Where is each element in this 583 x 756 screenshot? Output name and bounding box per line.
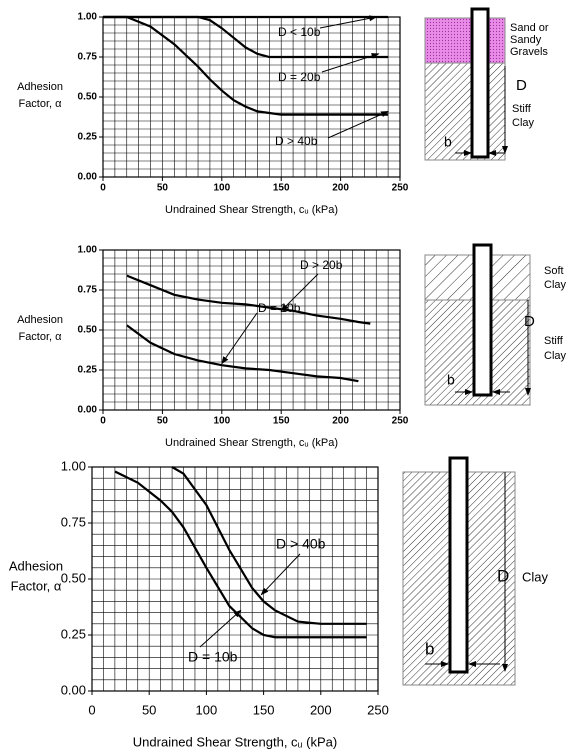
x-tick-label: 250 xyxy=(392,416,409,427)
x-axis-label: Undrained Shear Strength, cᵤ (kPa) xyxy=(133,734,337,749)
diagram: Sand or Sandy Gravels Stiff Clay D b xyxy=(424,7,549,161)
label-arrow xyxy=(280,273,319,312)
x-tick-label: 150 xyxy=(253,702,275,717)
label-arrow xyxy=(321,53,380,73)
y-axis-label: Factor, α xyxy=(11,578,62,593)
layer-label: Stiff xyxy=(544,335,564,347)
y-tick-label: 0.50 xyxy=(61,570,86,585)
y-tick-label: 0.75 xyxy=(78,285,98,296)
label-arrow xyxy=(199,609,242,648)
line xyxy=(114,470,367,639)
diagram: Soft Clay Stiff Clay D b xyxy=(424,243,567,406)
layer-label: Stiff xyxy=(512,103,532,115)
y-tick-label: 0.75 xyxy=(78,52,98,63)
x-tick-label: 150 xyxy=(273,416,290,427)
x-tick-label: 0 xyxy=(100,416,106,427)
x-tick-label: 50 xyxy=(157,183,169,194)
layer-label: Clay xyxy=(544,350,567,362)
pile xyxy=(470,7,490,159)
y-tick-label: 0.00 xyxy=(78,405,98,416)
y-tick-label: 0.50 xyxy=(78,325,98,336)
layer-label: Soft xyxy=(544,265,564,277)
y-tick-label: 0.00 xyxy=(61,682,86,697)
y-axis-label: Adhesion xyxy=(17,314,63,326)
layer-label: Clay xyxy=(512,117,535,129)
clay-layer xyxy=(424,62,506,161)
x-tick-label: 250 xyxy=(392,183,409,194)
chart: 0 50 100 150 200 250 0.00 0.25 0.50 0.75 1.00 Undra… xyxy=(17,12,409,216)
line xyxy=(103,15,389,116)
dimension-label: b xyxy=(447,372,455,388)
dimension-label: b xyxy=(425,639,434,658)
y-tick-label: 0.25 xyxy=(61,626,86,641)
dimension-label: b xyxy=(444,134,452,150)
series-label: D = 20b xyxy=(278,70,321,84)
x-tick-label: 200 xyxy=(332,416,349,427)
y-axis-label: Factor, α xyxy=(18,98,62,110)
x-tick-label: 250 xyxy=(367,702,389,717)
x-tick-label: 0 xyxy=(88,702,95,717)
y-tick-label: 0.75 xyxy=(61,514,86,529)
dimension-label: D xyxy=(516,77,527,94)
series-label: D > 40b xyxy=(275,134,318,148)
pile xyxy=(448,456,469,674)
label-arrow xyxy=(221,312,258,365)
y-axis-label: Adhesion xyxy=(9,558,63,573)
y-tick-label: 0.00 xyxy=(78,172,98,183)
chart: 0 50 100 150 200 250 0.00 0.25 0.50 0.75 1.00 Undra… xyxy=(17,245,409,449)
label-arrow xyxy=(260,553,301,596)
series-label: D > 40b xyxy=(276,536,326,552)
x-tick-label: 100 xyxy=(213,416,230,427)
y-tick-label: 0.25 xyxy=(78,365,98,376)
chart: 0 50 100 150 200 250 0.00 0.25 0.50 0.75 1.00 Undra… xyxy=(9,458,389,749)
x-axis-label: Undrained Shear Strength, cᵤ (kPa) xyxy=(165,437,338,449)
y-axis-label: Adhesion xyxy=(17,81,63,93)
line xyxy=(126,274,371,325)
layer-label: Clay xyxy=(544,279,567,291)
dimension-label: D xyxy=(497,566,509,585)
pile xyxy=(472,243,493,397)
y-axis-label: Factor, α xyxy=(18,331,62,343)
layer-label: Gravels xyxy=(510,46,548,58)
x-tick-label: 200 xyxy=(310,702,332,717)
diagram: D Clay b xyxy=(402,456,549,686)
series-label: D < 10b xyxy=(278,25,321,39)
y-tick-label: 0.25 xyxy=(78,132,98,143)
x-tick-label: 50 xyxy=(157,416,169,427)
x-tick-label: 100 xyxy=(213,183,230,194)
series-label: D > 20b xyxy=(300,258,343,272)
x-axis-label: Undrained Shear Strength, cᵤ (kPa) xyxy=(165,204,338,216)
x-tick-label: 200 xyxy=(332,183,349,194)
layer-label: Clay xyxy=(522,569,549,584)
layer-label: Sand or xyxy=(510,22,549,34)
x-tick-label: 50 xyxy=(142,702,156,717)
x-tick-label: 150 xyxy=(273,183,290,194)
y-tick-label: 1.00 xyxy=(78,12,98,23)
y-tick-label: 1.00 xyxy=(78,245,98,256)
series-label: D = 10b xyxy=(188,649,238,665)
y-tick-label: 1.00 xyxy=(61,458,86,473)
sand-layer xyxy=(424,17,506,64)
series-label: D = 10b xyxy=(258,301,301,315)
dimension-label: D xyxy=(524,313,535,330)
x-tick-label: 100 xyxy=(196,702,218,717)
y-tick-label: 0.50 xyxy=(78,92,98,103)
line xyxy=(126,324,359,383)
line xyxy=(171,466,367,625)
layer-label: Sandy xyxy=(510,34,542,46)
line xyxy=(103,15,389,59)
x-tick-label: 0 xyxy=(100,183,106,194)
label-arrow xyxy=(319,15,378,29)
label-arrow xyxy=(327,110,390,139)
